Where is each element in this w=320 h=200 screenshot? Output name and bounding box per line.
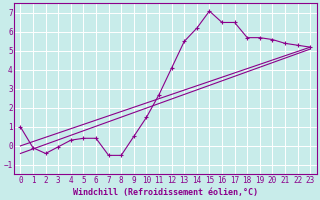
X-axis label: Windchill (Refroidissement éolien,°C): Windchill (Refroidissement éolien,°C): [73, 188, 258, 197]
